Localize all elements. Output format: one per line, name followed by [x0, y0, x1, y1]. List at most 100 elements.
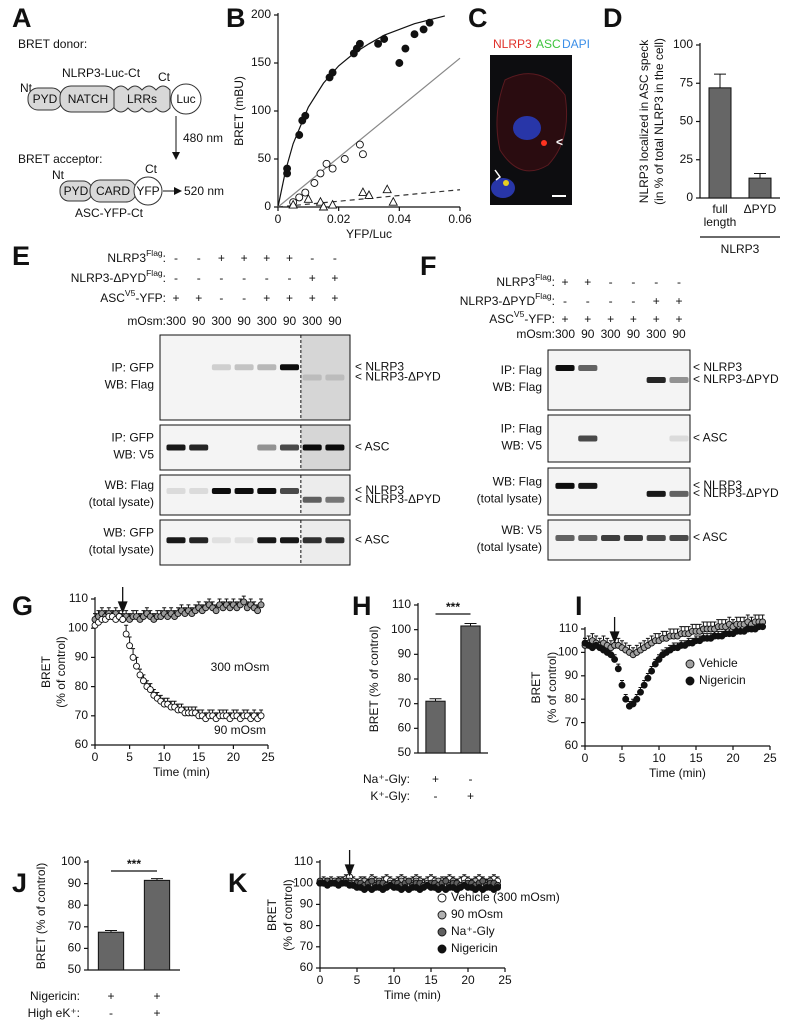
panel-letter: I [575, 591, 583, 621]
band [578, 365, 598, 371]
x-tick-label: 10 [158, 750, 172, 764]
lane-mark: + [331, 271, 338, 285]
lane-mark: + [561, 312, 568, 326]
error-bar [754, 173, 766, 179]
point [425, 18, 434, 27]
arrow [117, 587, 128, 614]
legend-marker [685, 659, 695, 669]
lane-mark: + [218, 251, 225, 265]
point [355, 140, 364, 149]
point [410, 30, 419, 39]
strip-label: (total lysate) [89, 495, 154, 509]
significance: *** [446, 600, 460, 614]
domain-shape [133, 176, 163, 206]
x-axis-label: Time (min) [649, 766, 706, 780]
lane-mark: - [265, 271, 269, 285]
nucleus [491, 178, 515, 198]
y-axis-label: (% of control) [54, 636, 68, 707]
group-label: NLRP3 [721, 242, 760, 256]
band [234, 364, 254, 371]
pointer: < [556, 135, 563, 149]
condition-label: Nigericin: [30, 989, 80, 1003]
band-target: < ASC [693, 530, 728, 544]
y-tick-label: 50 [680, 114, 694, 128]
point [318, 201, 329, 211]
strip-label: WB: Flag [105, 478, 154, 492]
y-tick-label: 80 [68, 897, 82, 911]
band [279, 364, 300, 371]
panel-a: A BRET donor: NLRP3-Luc-Ct Nt Ct PYD NAT… [12, 3, 224, 220]
band-target: < NLRP3 [355, 483, 404, 497]
band-target: < NLRP3-ΔPYD [355, 370, 441, 384]
point [358, 150, 367, 159]
arrow-head [172, 152, 180, 160]
row-label: NLRP3-ΔPYDFlag: [71, 268, 166, 285]
y-tick-label: 150 [251, 55, 271, 69]
speck [541, 140, 547, 146]
strip-label: WB: Flag [105, 378, 154, 392]
emission: 520 nm [184, 184, 224, 198]
lane-mark: - [219, 271, 223, 285]
band [646, 377, 666, 383]
y-tick-label: 80 [565, 691, 579, 705]
y-tick-label: 100 [68, 620, 88, 634]
label-part: : [552, 275, 555, 289]
point [614, 665, 622, 673]
point [382, 184, 392, 194]
band [302, 496, 322, 503]
lane-mark: - [310, 251, 314, 265]
acceptor-nt: Nt [52, 168, 65, 182]
legend-marker [437, 893, 447, 903]
lane-mark: - [174, 271, 178, 285]
band [189, 488, 209, 494]
donor-nt: Nt [20, 81, 33, 95]
label-part: Flag [535, 272, 552, 282]
point [322, 159, 331, 168]
band-target: < NLRP3 [693, 360, 742, 374]
condition-mark: - [109, 1006, 113, 1020]
y-tick-label: 100 [558, 645, 578, 659]
band [211, 537, 231, 544]
bar [425, 700, 446, 754]
band [646, 535, 666, 541]
condition-mark: - [469, 772, 473, 786]
label-part: Flag [535, 291, 552, 301]
y-tick-label: 90 [565, 668, 579, 682]
point [368, 877, 376, 885]
panel-c: C NLRP3 ASC DAPI < [468, 3, 590, 205]
band-target: < NLRP3 [355, 359, 404, 373]
y-tick-label: 70 [300, 939, 314, 953]
x-tick-label: 0 [582, 751, 589, 765]
nucleus [513, 116, 541, 140]
point [633, 695, 641, 703]
point [648, 667, 656, 675]
lane-mark: + [584, 275, 591, 289]
arrow [609, 617, 620, 644]
point [303, 193, 314, 203]
domain-shape [170, 83, 202, 115]
band [257, 444, 277, 451]
lane-mark: + [675, 312, 682, 326]
y-axis-label: BRET [529, 671, 543, 704]
channel-label: DAPI [562, 37, 590, 51]
label-part: NLRP3 [496, 275, 535, 289]
y-tick-label: 100 [673, 37, 693, 51]
domain-label: CARD [96, 184, 130, 198]
label-part: ASC [489, 312, 514, 326]
domain-label: LRRs [127, 92, 157, 106]
lane-mark: - [677, 275, 681, 289]
point [395, 59, 404, 67]
condition-label: K⁺-Gly: [370, 789, 410, 803]
y-tick-label: 100 [391, 622, 411, 636]
point [139, 677, 147, 685]
panel-letter: K [228, 868, 248, 898]
donor-name: NLRP3-Luc-Ct [62, 66, 141, 80]
lane-mark: + [195, 291, 202, 305]
pointer [494, 169, 502, 181]
point [328, 164, 337, 173]
y-tick-label: 80 [75, 679, 89, 693]
y-tick-label: 70 [75, 708, 89, 722]
domain-label: PYD [64, 184, 89, 198]
label-part: -YFP: [524, 312, 555, 326]
x-tick-label: 5 [619, 751, 626, 765]
